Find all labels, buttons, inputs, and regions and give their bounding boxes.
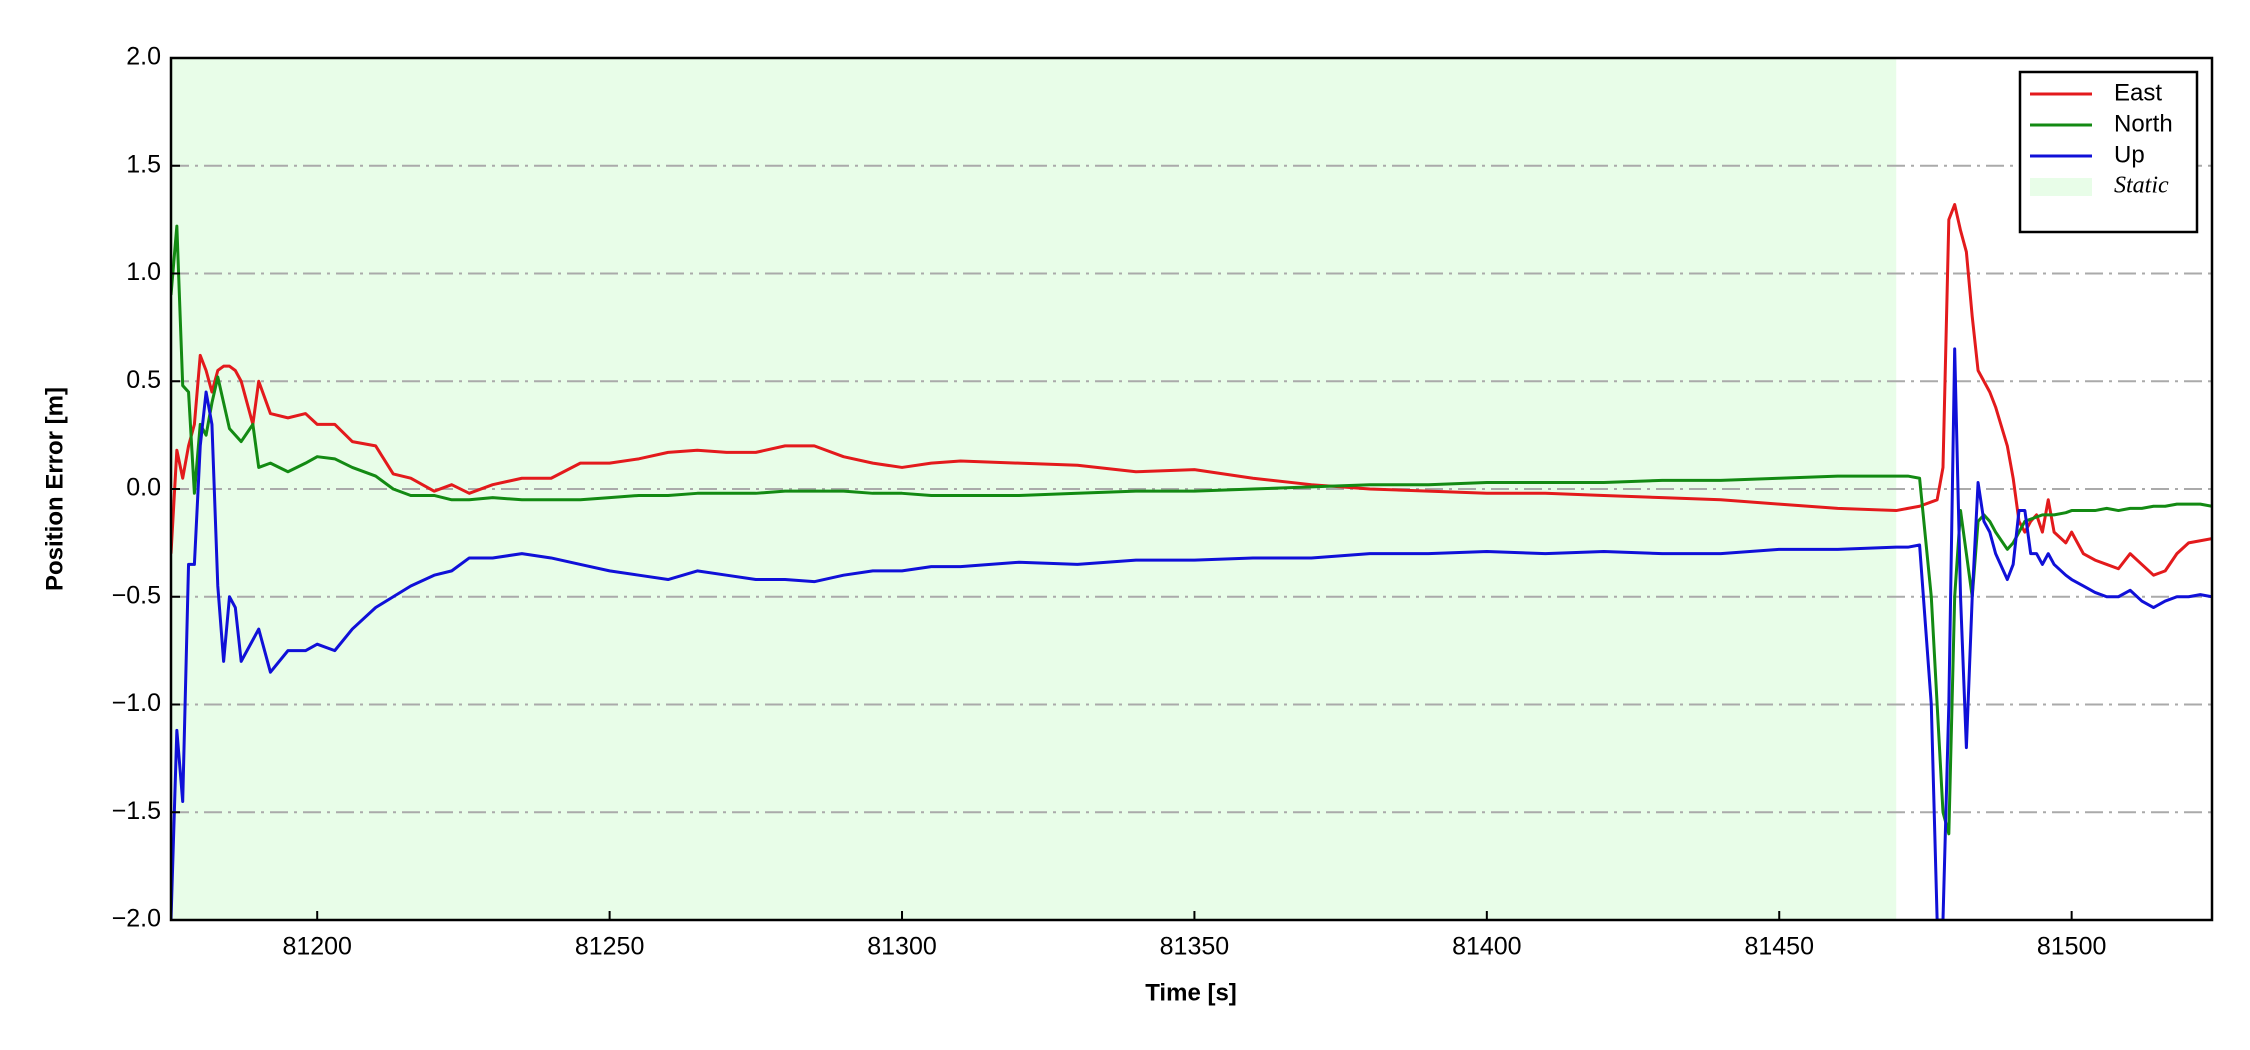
y-tick-label: 0.5 bbox=[126, 366, 161, 394]
y-tick-label: 1.5 bbox=[126, 150, 161, 178]
x-tick-label: 81250 bbox=[575, 933, 645, 961]
x-tick-label: 81300 bbox=[867, 933, 937, 961]
legend-swatch bbox=[2030, 178, 2092, 196]
legend-label: Up bbox=[2114, 141, 2145, 168]
y-tick-label: 0.0 bbox=[126, 474, 161, 502]
y-tick-label: −1.0 bbox=[112, 689, 161, 717]
y-tick-label: −0.5 bbox=[112, 581, 161, 609]
legend-label: East bbox=[2114, 79, 2162, 106]
legend-label: Static bbox=[2114, 173, 2169, 199]
legend: East North Up Static bbox=[2018, 70, 2199, 234]
x-tick-label: 81450 bbox=[1744, 933, 1814, 961]
y-tick-label: 2.0 bbox=[126, 43, 161, 71]
y-axis-label: Position Error [m] bbox=[41, 387, 68, 591]
series-line bbox=[171, 203, 2212, 577]
y-tick-label: −1.5 bbox=[112, 797, 161, 825]
series-line bbox=[171, 224, 2212, 836]
y-tick-label: 1.0 bbox=[126, 258, 161, 286]
axes: −2.0 −1.5 −1.0 −0.5 0.0 0.5 1.0 1.5 2.0 81200 8125… bbox=[112, 43, 2199, 961]
series-layer bbox=[171, 203, 2212, 920]
legend-label: North bbox=[2114, 110, 2173, 137]
x-tick-label: 81400 bbox=[1452, 933, 1522, 961]
x-tick-label: 81500 bbox=[2037, 933, 2107, 961]
x-tick-label: 81350 bbox=[1160, 933, 1230, 961]
x-axis-label: Time [s] bbox=[1145, 979, 1237, 1006]
x-tick-label: 81200 bbox=[282, 933, 352, 961]
series-line bbox=[171, 347, 2212, 920]
y-tick-label: −2.0 bbox=[112, 905, 161, 933]
legend-frame bbox=[2018, 70, 2199, 234]
